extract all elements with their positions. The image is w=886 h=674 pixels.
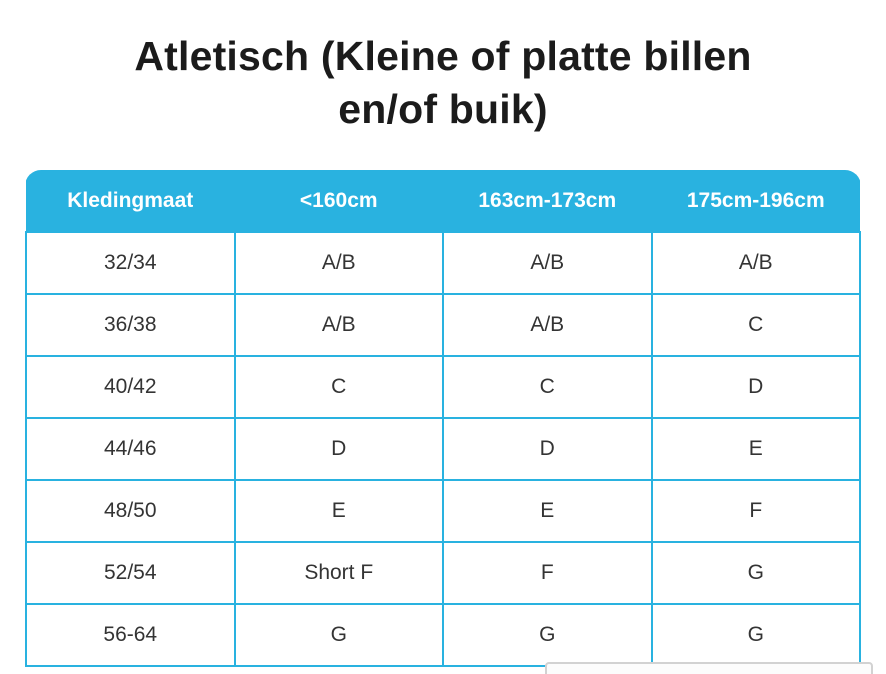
table-cell: Short F <box>233 541 444 605</box>
row-label-cell: 52/54 <box>25 541 236 605</box>
table-cell: D <box>442 417 653 481</box>
table-row: 36/38 A/B A/B C <box>25 293 861 357</box>
table-cell: G <box>442 603 653 667</box>
table-cell: C <box>442 355 653 419</box>
row-label-cell: 48/50 <box>25 479 236 543</box>
row-label-cell: 56-64 <box>25 603 236 667</box>
table-cell: E <box>650 417 861 481</box>
table-cell: D <box>233 417 444 481</box>
table-row: 40/42 C C D <box>25 355 861 419</box>
table-row: 52/54 Short F F G <box>25 541 861 605</box>
page-title-line1: Atletisch (Kleine of platte billen <box>134 33 752 79</box>
table-cell: G <box>650 541 861 605</box>
partial-overlay-box <box>545 662 873 674</box>
table-cell: F <box>442 541 653 605</box>
table-row: 32/34 A/B A/B A/B <box>25 231 861 295</box>
column-header-175-196cm: 175cm-196cm <box>651 170 860 232</box>
table-cell: A/B <box>233 293 444 357</box>
table-cell: F <box>650 479 861 543</box>
page-title-line2: en/of buik) <box>338 86 548 132</box>
table-header-row: Kledingmaat <160cm 163cm-173cm 175cm-196… <box>26 170 860 232</box>
row-label-cell: 36/38 <box>25 293 236 357</box>
column-header-163-173cm: 163cm-173cm <box>443 170 652 232</box>
size-chart-table-container: Kledingmaat <160cm 163cm-173cm 175cm-196… <box>25 170 861 667</box>
table-cell: G <box>650 603 861 667</box>
table-cell: C <box>650 293 861 357</box>
page-title: Atletisch (Kleine of platte billen en/of… <box>0 30 886 136</box>
table-row: 44/46 D D E <box>25 417 861 481</box>
table-cell: A/B <box>233 231 444 295</box>
table-row: 48/50 E E F <box>25 479 861 543</box>
row-label-cell: 44/46 <box>25 417 236 481</box>
size-chart-table: Kledingmaat <160cm 163cm-173cm 175cm-196… <box>25 170 861 667</box>
table-cell: A/B <box>442 293 653 357</box>
column-header-under-160cm: <160cm <box>234 170 443 232</box>
table-cell: G <box>233 603 444 667</box>
row-label-cell: 40/42 <box>25 355 236 419</box>
table-cell: E <box>233 479 444 543</box>
table-cell: D <box>650 355 861 419</box>
table-cell: C <box>233 355 444 419</box>
table-cell: E <box>442 479 653 543</box>
column-header-kledingmaat: Kledingmaat <box>26 170 235 232</box>
table-row: 56-64 G G G <box>25 603 861 667</box>
table-cell: A/B <box>442 231 653 295</box>
table-cell: A/B <box>650 231 861 295</box>
row-label-cell: 32/34 <box>25 231 236 295</box>
